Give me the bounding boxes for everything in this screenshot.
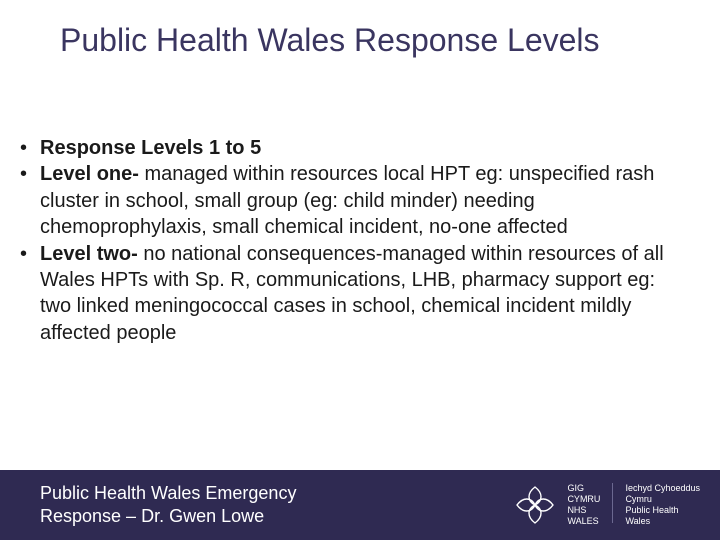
logo-text: Iechyd Cyhoeddus [625, 483, 700, 494]
bullet-text: Level two- no national consequences-mana… [40, 241, 690, 347]
logo-text: Cymru [625, 494, 700, 505]
logo-text: Wales [625, 516, 700, 527]
logo-text: CYMRU [567, 494, 600, 505]
logo-text: NHS [567, 505, 600, 516]
nhs-wales-emblem-icon [513, 483, 557, 527]
logo-labels: GIG CYMRU NHS WALES Iechyd Cyhoeddus Cym… [567, 483, 700, 528]
bullet-dot: • [20, 241, 40, 347]
logo-text: WALES [567, 516, 600, 527]
bullet-bold: Level two- [40, 243, 138, 265]
footer-bar: Public Health Wales Emergency Response –… [0, 470, 720, 540]
slide: Public Health Wales Response Levels • Re… [0, 0, 720, 540]
footer-line-1: Public Health Wales Emergency [40, 482, 296, 505]
bullet-text: Response Levels 1 to 5 [40, 135, 690, 161]
bullet-bold: Response Levels 1 to 5 [40, 137, 261, 159]
bullet-item: • Level two- no national consequences-ma… [20, 241, 690, 347]
logo-col-1: GIG CYMRU NHS WALES [567, 483, 600, 528]
bullet-dot: • [20, 135, 40, 161]
logo-text: GIG [567, 483, 600, 494]
footer-logo: GIG CYMRU NHS WALES Iechyd Cyhoeddus Cym… [513, 483, 700, 528]
slide-title: Public Health Wales Response Levels [60, 22, 680, 60]
footer-line-2: Response – Dr. Gwen Lowe [40, 505, 296, 528]
footer-text: Public Health Wales Emergency Response –… [40, 482, 296, 529]
bullet-bold: Level one- [40, 163, 139, 185]
bullet-item: • Level one- managed within resources lo… [20, 161, 690, 240]
logo-divider [612, 483, 613, 523]
bullet-text: Level one- managed within resources loca… [40, 161, 690, 240]
logo-col-2: Iechyd Cyhoeddus Cymru Public Health Wal… [625, 483, 700, 528]
logo-text: Public Health [625, 505, 700, 516]
bullet-dot: • [20, 161, 40, 240]
bullet-item: • Response Levels 1 to 5 [20, 135, 690, 161]
slide-body: • Response Levels 1 to 5 • Level one- ma… [20, 135, 690, 346]
